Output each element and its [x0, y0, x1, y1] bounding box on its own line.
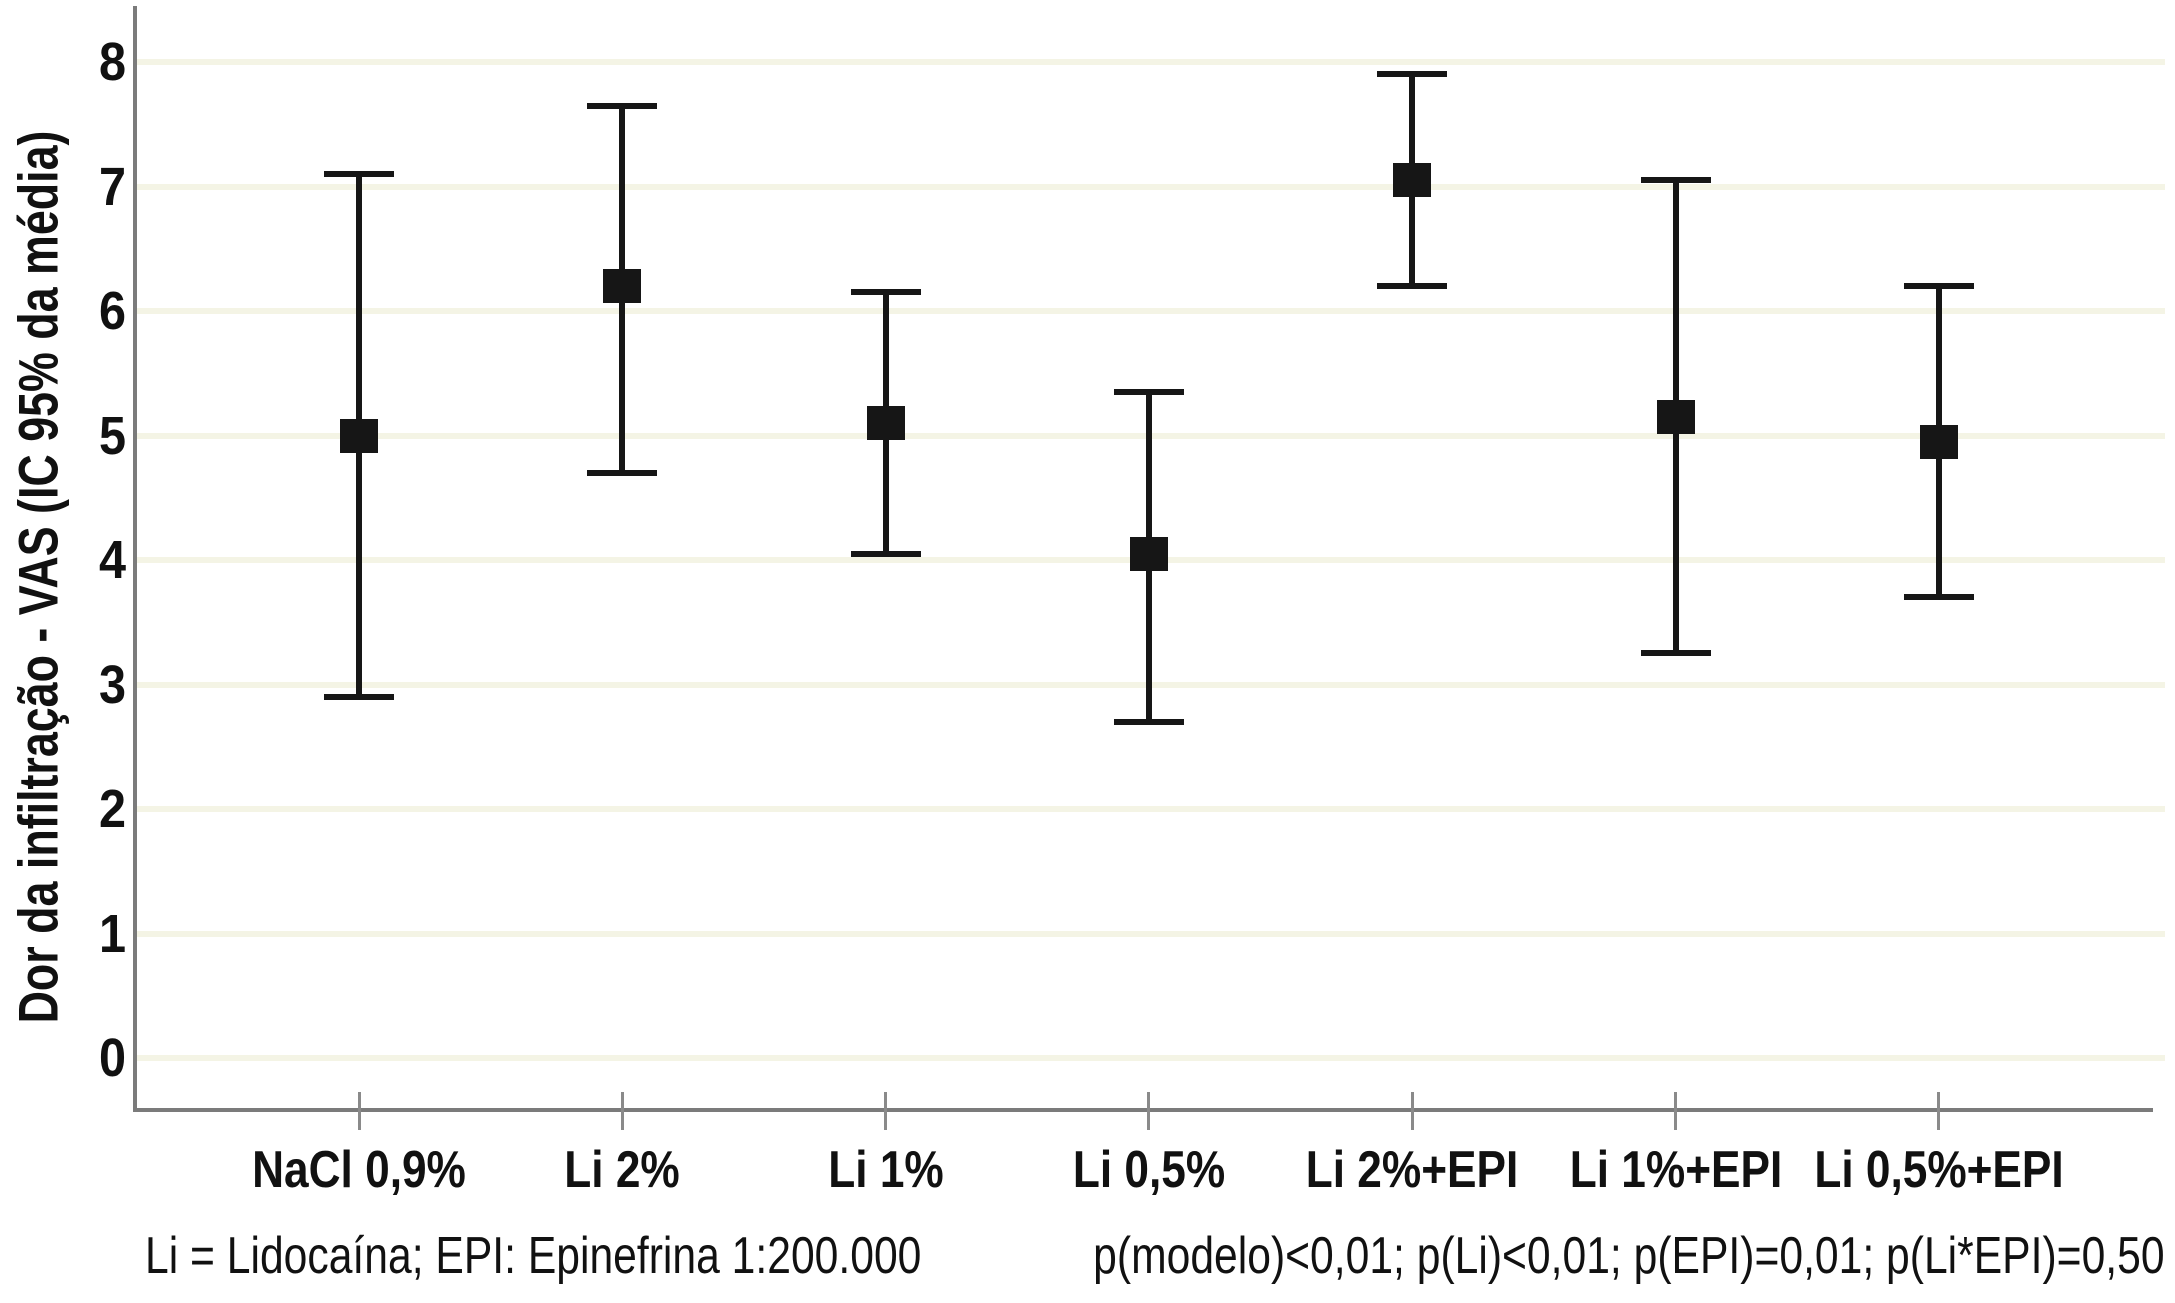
ci-cap-bottom: [1377, 283, 1448, 290]
x-tick-1: [620, 1092, 624, 1130]
gridline-6: [137, 308, 2165, 314]
mean-marker: [1656, 399, 1695, 434]
ci-cap-bottom: [1903, 594, 1974, 601]
mean-marker: [340, 418, 378, 453]
x-axis-line: [133, 1108, 2153, 1112]
y-tick-label-6: 6: [98, 281, 126, 341]
gridline-0: [137, 1055, 2165, 1061]
gridline-2: [137, 806, 2165, 812]
ci-cap-bottom: [850, 550, 921, 557]
x-tick-label-5: Li 1%+EPI: [1569, 1141, 1782, 1199]
x-tick-5: [1674, 1092, 1677, 1130]
y-tick-label-2: 2: [98, 779, 126, 839]
x-tick-label-4: Li 2%+EPI: [1305, 1141, 1519, 1199]
x-tick-0: [357, 1092, 361, 1130]
gridline-1: [137, 930, 2165, 937]
mean-marker: [1919, 424, 1958, 459]
ci-cap-top: [1903, 283, 1974, 290]
ci-cap-bottom: [1640, 650, 1711, 657]
x-tick-6: [1937, 1092, 1941, 1130]
mean-marker: [603, 269, 642, 304]
x-tick-3: [1147, 1092, 1151, 1130]
ci-cap-bottom: [587, 469, 658, 476]
y-tick-label-8: 8: [98, 32, 126, 92]
ci-cap-top: [1113, 388, 1184, 395]
x-tick-2: [884, 1092, 888, 1130]
y-axis-line: [133, 6, 137, 1110]
ci-cap-top: [587, 102, 658, 109]
ci-cap-bottom: [1113, 718, 1184, 725]
x-tick-label-0: NaCl 0,9%: [252, 1141, 466, 1199]
mean-marker: [1393, 163, 1432, 198]
ci-cap-bottom: [324, 693, 394, 700]
x-tick-label-3: Li 0,5%: [1072, 1141, 1226, 1199]
ci-cap-top: [324, 171, 394, 178]
x-tick-label-6: Li 0,5%+EPI: [1814, 1141, 2064, 1199]
x-tick-label-1: Li 2%: [564, 1141, 681, 1199]
x-tick-label-2: Li 1%: [827, 1141, 944, 1199]
gridline-8: [137, 59, 2165, 65]
mean-marker: [1129, 536, 1168, 571]
mean-marker: [866, 406, 905, 441]
gridline-7: [137, 183, 2165, 190]
ci-cap-top: [1377, 71, 1448, 78]
y-tick-label-5: 5: [98, 405, 126, 466]
footnote-abbreviations: Li = Lidocaína; EPI: Epinefrina 1:200.00…: [145, 1227, 922, 1285]
y-tick-label-4: 4: [98, 530, 126, 590]
x-tick-4: [1410, 1092, 1414, 1130]
ci-cap-top: [1640, 177, 1711, 184]
y-tick-label-0: 0: [98, 1028, 126, 1088]
ci-cap-top: [850, 289, 921, 296]
y-tick-label-1: 1: [98, 903, 126, 964]
footnote-pvalues: p(modelo)<0,01; p(Li)<0,01; p(EPI)=0,01;…: [1093, 1227, 2165, 1285]
y-tick-label-7: 7: [98, 156, 126, 217]
y-tick-label-3: 3: [98, 654, 126, 715]
